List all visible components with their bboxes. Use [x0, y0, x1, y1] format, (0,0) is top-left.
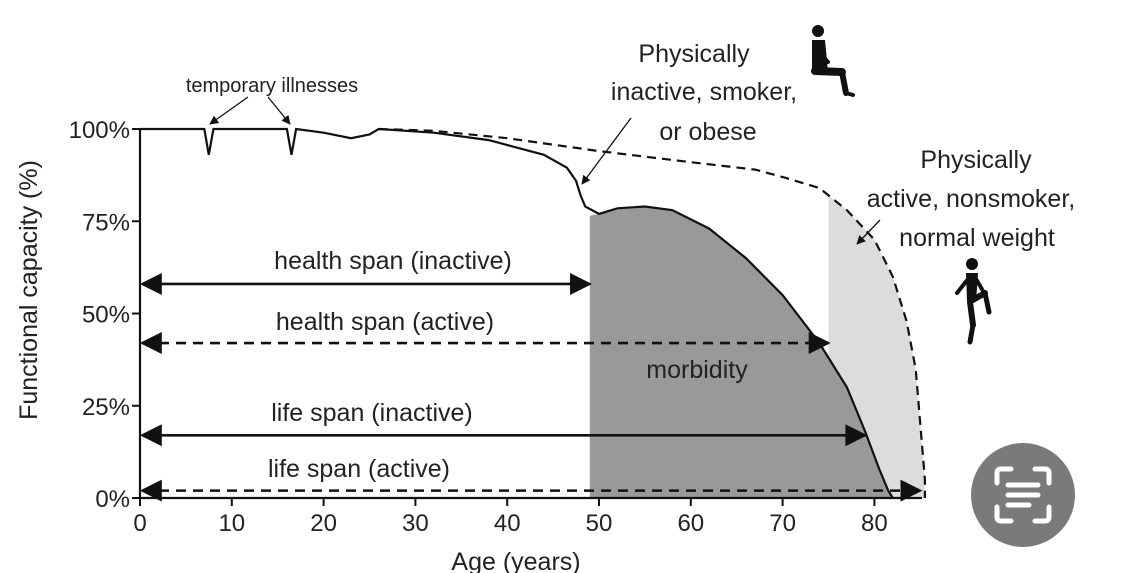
y-tick-label: 50% [82, 302, 130, 329]
y-tick-label: 100% [69, 117, 130, 144]
inactive-annotation-line-1: Physically [638, 40, 750, 68]
x-tick-label: 70 [769, 510, 796, 537]
active-annotation-line-1: Physically [920, 146, 1032, 174]
illness-pointer-1 [209, 96, 249, 125]
health-span-active-label: health span (active) [276, 308, 494, 336]
x-tick-label: 30 [402, 510, 429, 537]
morbidity-label: morbidity [646, 356, 748, 384]
scan-text-button[interactable] [971, 443, 1075, 547]
inactive-pointer [581, 117, 632, 185]
inactive-annotation-line-3: or obese [659, 118, 756, 146]
x-tick-label: 20 [310, 510, 337, 537]
life-span-inactive-label: life span (inactive) [271, 399, 472, 427]
life-span-active-label: life span (active) [268, 455, 450, 483]
x-tick-label: 60 [677, 510, 704, 537]
y-tick-label: 75% [82, 209, 130, 236]
x-tick-label: 80 [861, 510, 888, 537]
health-span-inactive-label: health span (inactive) [274, 247, 512, 275]
y-ticks: 0% 25% 50% 75% 100% [69, 117, 140, 513]
x-tick-label: 10 [218, 510, 245, 537]
scan-text-icon [994, 466, 1052, 524]
sitting-person-icon [811, 25, 855, 97]
active-pointer [856, 219, 881, 245]
y-axis-title: Functional capacity (%) [15, 160, 43, 420]
x-tick-label: 40 [494, 510, 521, 537]
span-arrows [139, 272, 923, 502]
y-tick-label: 25% [82, 394, 130, 421]
running-person-icon [955, 258, 992, 345]
y-tick-label: 0% [95, 486, 130, 513]
x-axis-title: Age (years) [451, 548, 580, 573]
inactive-annotation-line-2: inactive, smoker, [611, 78, 797, 106]
x-tick-label: 0 [133, 510, 146, 537]
active-annotation-line-2: active, nonsmoker, [867, 185, 1075, 213]
temporary-illnesses-label: temporary illnesses [186, 75, 358, 97]
illness-pointer-2 [267, 96, 291, 125]
active-annotation-line-3: normal weight [899, 224, 1055, 252]
x-tick-label: 50 [586, 510, 613, 537]
x-ticks: 0 10 20 30 40 50 60 70 80 [133, 498, 888, 537]
